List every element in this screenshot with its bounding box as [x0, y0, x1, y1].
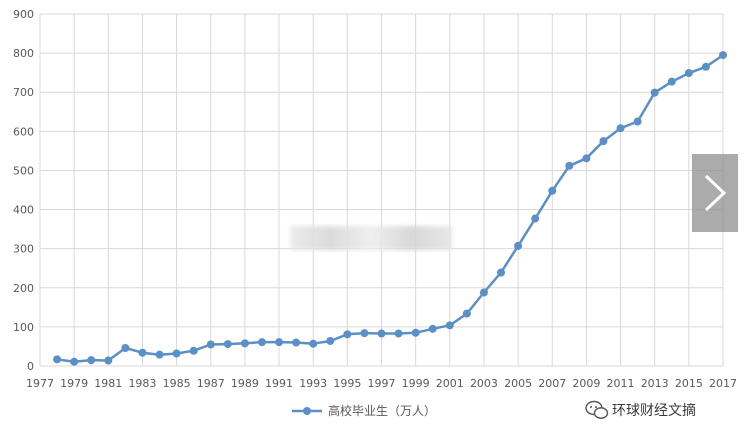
- data-point: [360, 329, 369, 338]
- legend: 高校毕业生（万人）: [292, 403, 436, 418]
- x-tick-label: 1977: [26, 377, 54, 390]
- x-tick-label: 2011: [607, 377, 635, 390]
- y-tick-label: 500: [13, 164, 34, 177]
- data-point: [343, 330, 352, 339]
- x-tick-label: 1989: [231, 377, 259, 390]
- x-tick-label: 2017: [709, 377, 737, 390]
- x-tick-label: 1999: [402, 377, 430, 390]
- data-point: [394, 329, 403, 338]
- data-point: [155, 350, 164, 359]
- data-point: [138, 348, 147, 357]
- data-point: [223, 340, 232, 349]
- data-point: [189, 346, 198, 355]
- data-point: [701, 62, 710, 71]
- data-point: [411, 328, 420, 337]
- x-tick-label: 2015: [675, 377, 703, 390]
- x-tick-label: 2001: [436, 377, 464, 390]
- x-tick-label: 1991: [265, 377, 293, 390]
- data-point: [650, 88, 659, 97]
- data-point: [206, 340, 215, 349]
- y-tick-label: 0: [27, 360, 34, 373]
- watermark-text: 环球财经文摘: [612, 402, 696, 419]
- blurred-label: [290, 226, 452, 250]
- x-tick-label: 1987: [197, 377, 225, 390]
- data-point: [479, 288, 488, 297]
- data-point: [445, 321, 454, 330]
- watermark: 环球财经文摘: [585, 400, 696, 419]
- x-tick-label: 1983: [128, 377, 156, 390]
- x-tick-label: 2005: [504, 377, 532, 390]
- x-tick-label: 2007: [538, 377, 566, 390]
- data-point: [257, 338, 266, 347]
- x-tick-label: 2009: [572, 377, 600, 390]
- legend-label: 高校毕业生（万人）: [328, 403, 436, 418]
- x-tick-label: 1995: [333, 377, 361, 390]
- data-point: [514, 241, 523, 250]
- legend-marker: [303, 407, 311, 415]
- data-point: [684, 69, 693, 78]
- y-tick-label: 100: [13, 321, 34, 334]
- data-point: [326, 336, 335, 345]
- data-point: [599, 137, 608, 146]
- grid-lines: [39, 13, 724, 367]
- data-point: [531, 214, 540, 223]
- x-axis-ticks: 1977 1979 1981 1983 1985 1987 1989 1991 1993 1995…: [26, 377, 737, 390]
- x-tick-label: 2013: [641, 377, 669, 390]
- data-point: [462, 309, 471, 318]
- x-tick-label: 1993: [299, 377, 327, 390]
- data-point: [53, 355, 62, 364]
- x-tick-label: 1985: [163, 377, 191, 390]
- x-tick-label: 1997: [368, 377, 396, 390]
- y-tick-label: 800: [13, 47, 34, 60]
- data-point: [667, 77, 676, 86]
- chevron-right-icon: [704, 174, 727, 212]
- next-button[interactable]: [692, 154, 738, 232]
- data-point: [616, 124, 625, 133]
- data-point: [497, 268, 506, 277]
- series-line: [53, 51, 727, 366]
- data-point: [240, 339, 249, 348]
- series-line-0: [56, 54, 724, 363]
- wechat-icon: [585, 400, 609, 419]
- x-tick-label: 1979: [60, 377, 88, 390]
- data-point: [70, 357, 79, 366]
- x-tick-label: 1981: [94, 377, 122, 390]
- data-point: [104, 356, 113, 365]
- data-point: [633, 117, 642, 126]
- y-tick-label: 300: [13, 243, 34, 256]
- data-point: [377, 329, 386, 338]
- data-point: [172, 349, 181, 358]
- data-point: [582, 154, 591, 163]
- data-point: [548, 186, 557, 195]
- y-tick-label: 700: [13, 86, 34, 99]
- data-point: [428, 324, 437, 333]
- x-tick-label: 2003: [470, 377, 498, 390]
- y-tick-label: 600: [13, 125, 34, 138]
- data-point: [719, 51, 727, 60]
- y-tick-label: 900: [13, 8, 34, 21]
- data-point: [121, 344, 130, 353]
- data-point: [309, 339, 318, 348]
- data-point: [292, 338, 301, 347]
- data-point: [275, 338, 284, 347]
- y-tick-label: 400: [13, 204, 34, 217]
- y-axis-ticks: 0 100 200 300 400 500 600 700 800 900: [13, 8, 34, 373]
- y-tick-label: 200: [13, 282, 34, 295]
- data-point: [565, 161, 574, 170]
- data-point: [87, 356, 96, 365]
